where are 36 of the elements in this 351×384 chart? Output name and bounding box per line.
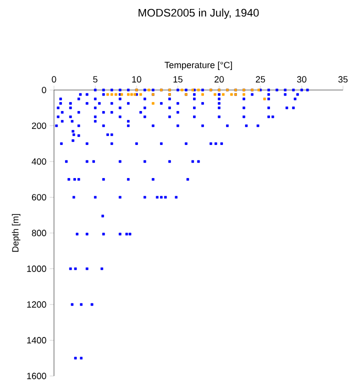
x-tick-label: 35 [338,76,348,83]
point [242,93,246,96]
y-tick-label: 600 [32,194,46,200]
point [222,93,225,96]
point [106,93,109,96]
x-tick-label: 15 [174,76,182,83]
y-tick-label: 400 [32,158,46,165]
point [130,93,133,96]
point [148,88,150,92]
point [201,93,204,96]
x-axis-title: Temperature [°C] [164,62,232,70]
y-axis-title: Depth [m] [12,214,20,252]
y-tick-label: 1400 [27,337,46,344]
x-tick-label: 25 [256,76,266,83]
y-tick-label: 1000 [27,266,46,272]
point [114,93,118,96]
x-tick-label: 0 [52,76,56,83]
point [230,93,233,96]
y-tick-label: 200 [32,122,46,129]
x-tick-label: 10 [132,76,142,83]
point [263,98,266,100]
point [197,88,200,92]
y-tick-label: 1600 [27,372,46,380]
x-tick-label: 30 [297,76,306,83]
point [152,102,154,105]
y-tick-label: 0 [42,86,46,94]
point [214,93,216,96]
y-tick-label: 800 [32,230,46,236]
point [139,93,142,96]
point [127,93,130,96]
x-tick-label: 5 [93,76,98,83]
x-tick-label: 20 [214,76,224,83]
chart-title: MODS2005 in July, 1940 [138,8,259,19]
point [110,93,114,96]
y-tick-label: 1200 [27,301,46,308]
point [180,88,184,92]
